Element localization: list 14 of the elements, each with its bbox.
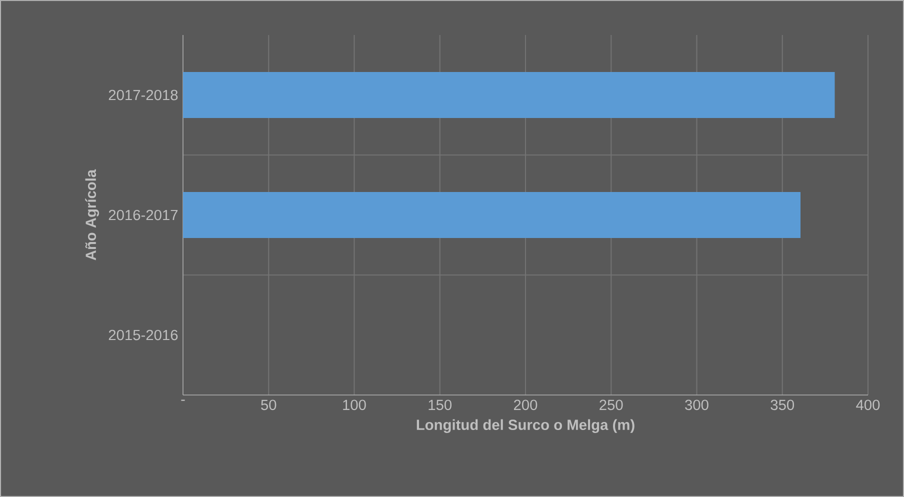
x-axis-title: Longitud del Surco o Melga (m): [416, 419, 634, 433]
x-tick-label: 100: [343, 400, 366, 410]
x-tick-label: 300: [685, 400, 708, 410]
x-tick-label: 150: [428, 400, 452, 410]
y-tick-label: 2016-2017: [108, 210, 178, 220]
x-tick-label: 350: [770, 400, 794, 410]
x-tick-label: 200: [514, 400, 538, 410]
y-tick-label: 2015-2016: [108, 330, 178, 340]
x-tick-label: 50: [261, 400, 276, 410]
x-tick-label: 400: [856, 400, 880, 410]
y-axis-title: Año Agrícola: [85, 169, 100, 260]
y-tick-label: 2017-2018: [108, 90, 178, 100]
x-tick-label: 250: [600, 400, 623, 410]
x-tick-label: -: [181, 400, 185, 401]
